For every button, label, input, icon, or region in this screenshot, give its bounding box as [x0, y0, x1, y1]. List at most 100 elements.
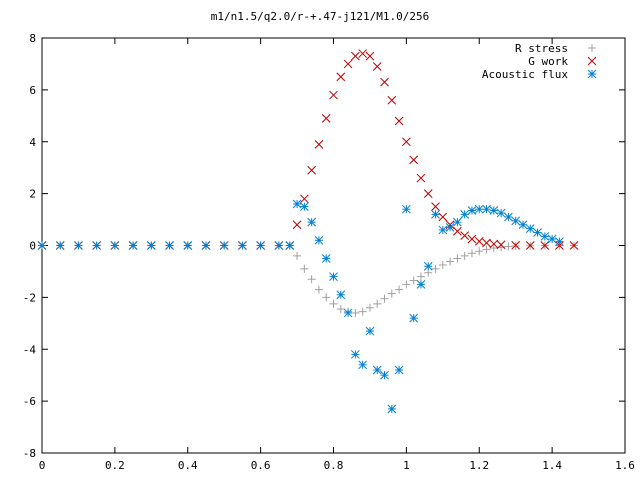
- data-point: [482, 238, 491, 248]
- data-point: [372, 62, 382, 71]
- data-point: [446, 257, 455, 266]
- data-point: [314, 285, 323, 294]
- data-point: [482, 204, 491, 214]
- data-point: [475, 247, 484, 256]
- data-point: [409, 276, 418, 285]
- data-point: [380, 77, 389, 87]
- data-point: [55, 241, 65, 250]
- data-point: [380, 370, 389, 380]
- data-point: [37, 241, 47, 250]
- data-point: [146, 241, 156, 250]
- x-tick-label: 1: [403, 459, 410, 472]
- data-point: [336, 290, 346, 300]
- x-tick-label: 0.8: [324, 459, 344, 472]
- data-point: [74, 241, 83, 250]
- data-point: [496, 240, 506, 250]
- data-point: [358, 360, 368, 370]
- data-point: [351, 350, 360, 359]
- data-point: [431, 202, 440, 211]
- data-point: [569, 241, 579, 250]
- data-point: [387, 95, 397, 105]
- data-point: [496, 208, 506, 218]
- data-point: [518, 220, 528, 230]
- data-point: [300, 264, 309, 273]
- data-point: [256, 241, 265, 250]
- data-point: [183, 241, 193, 250]
- data-point: [453, 226, 462, 236]
- data-point: [238, 241, 247, 250]
- series-2: [37, 199, 564, 414]
- data-point: [314, 139, 324, 149]
- data-point: [511, 242, 520, 251]
- legend-marker: [587, 56, 597, 66]
- plot-area: 0 0.2 0.4 0.6 0.8 1 1.2 1.4 1.6 -8 -6 -4 -2 0 2 4 6 8: [23, 32, 635, 472]
- data-point: [343, 59, 353, 69]
- y-tick-label: -6: [23, 395, 36, 408]
- x-tick-label: 1.2: [469, 459, 489, 472]
- x-tick-label: 0: [39, 459, 46, 472]
- data-point: [274, 241, 284, 250]
- data-point: [165, 241, 174, 250]
- data-point: [540, 241, 550, 250]
- data-point: [321, 254, 331, 263]
- y-tick-label: 0: [29, 240, 36, 253]
- data-point: [219, 241, 229, 250]
- data-point: [504, 212, 513, 222]
- data-point: [394, 116, 404, 126]
- data-point: [402, 137, 411, 147]
- series-0: [38, 241, 578, 317]
- data-point: [409, 313, 419, 323]
- y-tick-label: 4: [29, 136, 36, 149]
- data-point: [372, 365, 382, 375]
- data-point: [416, 280, 426, 289]
- x-tick-label: 1.4: [542, 459, 562, 472]
- data-point: [489, 244, 498, 253]
- x-tick-label: 0.6: [251, 459, 271, 472]
- data-point: [365, 303, 374, 312]
- y-tick-label: 2: [29, 188, 36, 201]
- data-point: [525, 241, 535, 250]
- data-point: [322, 293, 331, 302]
- y-tick-label: 8: [29, 32, 36, 45]
- data-point: [547, 234, 557, 244]
- data-point: [453, 254, 462, 263]
- data-point: [307, 217, 316, 227]
- data-point: [438, 260, 447, 269]
- data-point: [336, 72, 346, 82]
- data-point: [460, 251, 469, 260]
- data-point: [358, 307, 367, 316]
- data-point: [467, 249, 476, 258]
- legend-label: R stress: [515, 42, 568, 55]
- data-point: [329, 299, 338, 308]
- data-point: [423, 189, 433, 198]
- data-point: [365, 326, 375, 336]
- data-point: [336, 305, 345, 314]
- data-point: [329, 272, 338, 281]
- data-point: [307, 275, 316, 284]
- data-point: [395, 285, 404, 294]
- x-tick-label: 0.2: [105, 459, 125, 472]
- data-point: [321, 114, 331, 123]
- data-point: [438, 212, 448, 222]
- data-point: [482, 245, 491, 254]
- data-point: [504, 242, 513, 251]
- y-tick-label: -8: [23, 447, 36, 460]
- data-point: [299, 194, 309, 204]
- data-point: [416, 272, 425, 281]
- data-point: [307, 165, 316, 175]
- data-point: [438, 225, 448, 235]
- data-point: [489, 239, 499, 249]
- data-point: [423, 261, 433, 271]
- data-point: [380, 294, 389, 303]
- data-point: [511, 216, 521, 226]
- legend-marker: [588, 44, 596, 52]
- data-point: [489, 206, 499, 215]
- data-point: [555, 237, 564, 246]
- data-point: [402, 204, 411, 214]
- data-point: [431, 264, 440, 273]
- data-point: [351, 51, 360, 61]
- data-point: [511, 240, 521, 250]
- data-point: [540, 232, 550, 241]
- data-point: [387, 404, 397, 414]
